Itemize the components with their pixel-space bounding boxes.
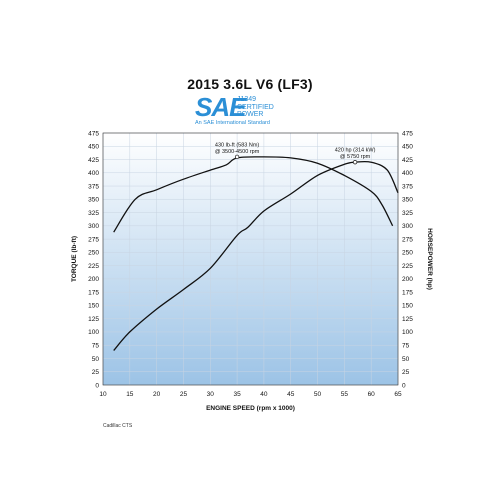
y-tick-label-right: 100: [402, 329, 413, 336]
x-tick-label: 65: [394, 391, 402, 398]
y-tick-label-right: 225: [402, 263, 413, 270]
x-ticks: 10 15 20 25 30 35 40 45 50 55 60 65: [99, 391, 402, 398]
y-tick-label-left: 250: [88, 250, 99, 257]
x-tick-label: 15: [126, 391, 134, 398]
y-tick-label-right: 50: [402, 356, 410, 363]
y-tick-label-right: 400: [402, 170, 413, 177]
y-tick-label-right: 475: [402, 130, 413, 137]
y-tick-label-right: 300: [402, 223, 413, 230]
y-tick-label-right: 175: [402, 289, 413, 296]
y-tick-label-right: 75: [402, 343, 410, 350]
horsepower-peak-label: 420 hp (314 kW): [335, 148, 376, 154]
y-tick-label-left: 125: [88, 316, 99, 323]
y-tick-label-left: 475: [88, 130, 99, 137]
y-tick-label-right: 450: [402, 144, 413, 151]
y-tick-label-right: 125: [402, 316, 413, 323]
y-tick-label-left: 200: [88, 276, 99, 283]
certified-power-text: J1349 CERTIFIED POWER: [237, 96, 274, 119]
logo-line-3: POWER: [237, 111, 264, 118]
y-ticks-right: 0 25 50 75 100 125 150 175 200 225 250 275 300 325 350…: [402, 130, 413, 389]
y-tick-label-right: 25: [402, 369, 410, 376]
y-tick-label-right: 350: [402, 197, 413, 204]
sae-logo-mark: SAE: [195, 92, 246, 122]
y-tick-label-right: 250: [402, 250, 413, 257]
horsepower-line: [113, 160, 399, 351]
y-tick-label-left: 450: [88, 144, 99, 151]
y-tick-label-left: 75: [92, 343, 100, 350]
x-tick-label: 35: [233, 391, 241, 398]
y-tick-label-left: 150: [88, 303, 99, 310]
x-tick-label: 40: [260, 391, 268, 398]
x-tick-label: 20: [153, 391, 161, 398]
x-tick-label: 25: [180, 391, 188, 398]
plot-background: [103, 133, 398, 385]
y-tick-label-right: 200: [402, 276, 413, 283]
y-tick-label-right: 275: [402, 236, 413, 243]
y-axis-label-right: HORSEPOWER (hp): [426, 228, 433, 290]
x-tick-label: 50: [314, 391, 322, 398]
x-tick-label: 45: [287, 391, 295, 398]
y-tick-label-left: 325: [88, 210, 99, 217]
y-tick-label-left: 300: [88, 223, 99, 230]
torque-peak-marker: [234, 154, 240, 160]
plot-frame: [102, 132, 399, 386]
torque-peak-label: 430 lb-ft (583 Nm): [215, 142, 259, 148]
x-tick-label: 55: [341, 391, 349, 398]
y-tick-label-left: 425: [88, 157, 99, 164]
annotations: 430 lb-ft (583 Nm)@ 3500-4500 rpm 420 hp …: [215, 142, 376, 165]
y-tick-label-right: 425: [402, 157, 413, 164]
y-tick-label-right: 150: [402, 303, 413, 310]
y-tick-label-left: 375: [88, 183, 99, 190]
x-tick-label: 60: [368, 391, 376, 398]
horsepower-peak-marker: [352, 160, 358, 165]
logo-tagline: An SAE International Standard: [195, 120, 270, 126]
y-tick-label-left: 50: [92, 356, 100, 363]
series-lines: [113, 156, 399, 351]
x-axis-label: ENGINE SPEED (rpm x 1000): [206, 405, 295, 412]
y-tick-label-right: 0: [402, 382, 406, 389]
logo-line-2: CERTIFIED: [237, 103, 274, 111]
y-tick-label-right: 325: [402, 210, 413, 217]
y-tick-label-left: 225: [88, 263, 99, 270]
y-tick-label-left: 400: [88, 170, 99, 177]
torque-line: [113, 156, 394, 233]
y-tick-label-left: 25: [92, 369, 100, 376]
y-axis-label-left: TORQUE (lb-ft): [71, 236, 78, 282]
sae-certified-logo: SAE J1349 CERTIFIED POWER An SAE Interna…: [195, 94, 315, 128]
chart-title: 2015 3.6L V6 (LF3): [187, 76, 313, 92]
x-tick-label: 10: [99, 391, 107, 398]
y-tick-label-right: 375: [402, 183, 413, 190]
torque-peak-label: @ 3500-4500 rpm: [215, 149, 260, 155]
y-tick-label-left: 350: [88, 197, 99, 204]
y-tick-label-left: 275: [88, 236, 99, 243]
y-tick-label-left: 175: [88, 289, 99, 296]
y-ticks-left: 0 25 50 75 100 125 150 175 200 225 250 275 300 325 350…: [88, 130, 99, 389]
y-tick-label-left: 0: [95, 382, 99, 389]
footnote: Cadillac CTS: [103, 423, 133, 429]
y-tick-label-left: 100: [88, 329, 99, 336]
x-tick-label: 30: [207, 391, 215, 398]
horsepower-peak-label: @ 5750 rpm: [340, 154, 371, 160]
logo-line-1: J1349: [237, 96, 257, 103]
